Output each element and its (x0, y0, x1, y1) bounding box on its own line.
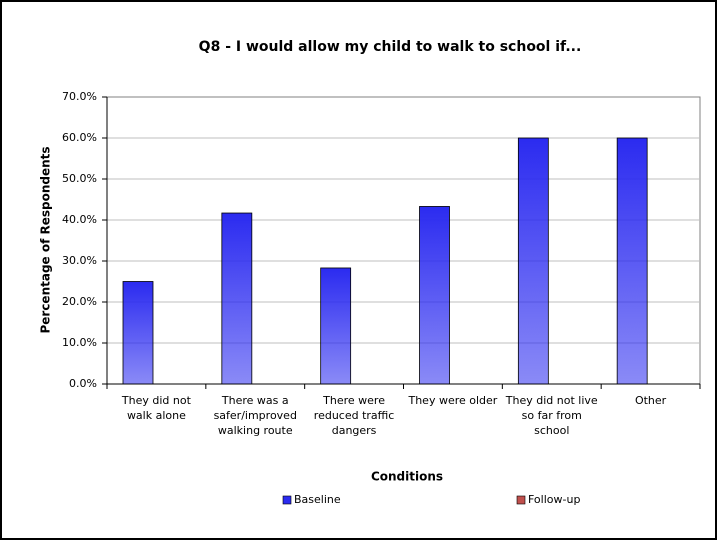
x-axis-title: Conditions (371, 470, 443, 484)
x-tick-label: reduced traffic (314, 409, 395, 422)
y-tick-label: 50.0% (62, 172, 97, 185)
x-tick-label: school (534, 424, 569, 437)
y-tick-label: 70.0% (62, 90, 97, 103)
bar (419, 206, 450, 385)
chart-title: Q8 - I would allow my child to walk to s… (199, 39, 582, 55)
bar (320, 267, 352, 385)
y-tick-label: 10.0% (62, 336, 97, 349)
legend-swatch (516, 495, 526, 505)
legend-label: Follow-up (528, 493, 580, 506)
x-tick-label: safer/improved (214, 409, 297, 422)
y-axis-title: Percentage of Respondents (39, 146, 53, 333)
y-tick-label: 0.0% (69, 377, 97, 390)
bar (517, 137, 549, 385)
x-tick-label: Other (635, 394, 667, 407)
legend-label: Baseline (294, 493, 341, 506)
legend-swatch (282, 495, 292, 505)
bar (616, 137, 648, 385)
bar (221, 212, 253, 385)
x-tick-label: so far from (522, 409, 582, 422)
x-tick-label: walk alone (127, 409, 186, 422)
x-tick-label: dangers (332, 424, 377, 437)
plot-area (106, 96, 701, 385)
bar (122, 281, 154, 385)
y-tick-label: 40.0% (62, 213, 97, 226)
x-tick-label: They did not (121, 394, 192, 407)
y-tick-label: 20.0% (62, 295, 97, 308)
x-tick-label: They were older (407, 394, 497, 407)
y-tick-label: 30.0% (62, 254, 97, 267)
x-tick-label: They did not live (505, 394, 598, 407)
y-tick-label: 60.0% (62, 131, 97, 144)
x-tick-label: walking route (218, 424, 293, 437)
x-tick-label: There were (322, 394, 385, 407)
x-tick-label: There was a (221, 394, 289, 407)
